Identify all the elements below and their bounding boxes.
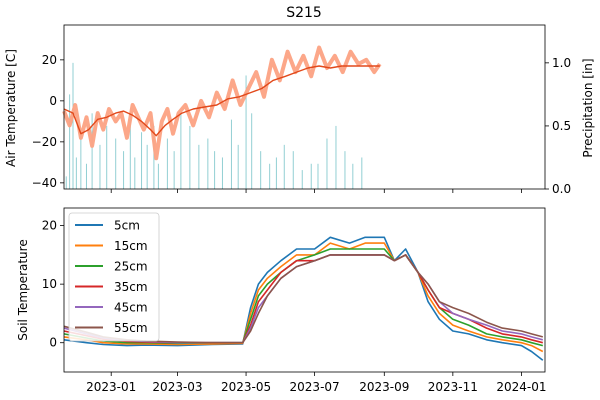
- top-axes-frame: [63, 24, 546, 190]
- ytick-label: 20: [42, 219, 57, 233]
- xtick-label: 2023-05: [221, 380, 271, 394]
- chart-title: S215: [286, 5, 322, 21]
- ytick-label: 10: [42, 277, 57, 291]
- legend-label: 55cm: [114, 321, 148, 335]
- ytick-label: 0.0: [552, 182, 571, 196]
- ytick-label: −20: [32, 135, 57, 149]
- xtick-label: 2023-03: [152, 380, 202, 394]
- xtick-label: 2023-01: [86, 380, 136, 394]
- ytick-label: 0: [49, 336, 57, 350]
- date-xticks: 2023-01 2023-03 2023-05 2023-07 2023-09 2023-…: [86, 372, 546, 394]
- soil-temp-yticks: 0 10 20: [42, 219, 64, 350]
- air-temperature-raw-line: [62, 45, 382, 161]
- air-temperature-smoothed-line: [63, 65, 380, 137]
- ytick-label: 1.0: [552, 56, 571, 70]
- legend-label: 5cm: [114, 219, 140, 233]
- air-temp-ylabel: Air Temperature [C]: [4, 49, 18, 167]
- soil-temp-ylabel: Soil Temperature: [16, 239, 30, 340]
- legend-label: 15cm: [114, 239, 148, 253]
- air-temp-yticks: −40 −20 0 20: [32, 53, 64, 190]
- soil-temperature-plot-area: [63, 236, 544, 361]
- legend-label: 35cm: [114, 280, 148, 294]
- legend-label: 25cm: [114, 260, 148, 274]
- xtick-label: 2024-01: [496, 380, 546, 394]
- bottom-axes-frame: [63, 207, 546, 373]
- xtick-label: 2023-07: [290, 380, 340, 394]
- soil-depth-legend: 5cm 15cm 25cm 35cm 45cm 55cm: [68, 212, 160, 342]
- precip-yticks: 0.0 0.5 1.0: [545, 56, 571, 196]
- soil-55cm-line: [63, 254, 544, 344]
- air-temperature-plot-area: [62, 45, 382, 189]
- precip-ylabel: Precipitation [in]: [581, 58, 595, 157]
- legend-label: 45cm: [114, 301, 148, 315]
- ytick-label: 0: [49, 94, 57, 108]
- ytick-label: 20: [42, 53, 57, 67]
- soil-15cm-line: [63, 242, 544, 353]
- soil-5cm-line: [63, 236, 544, 361]
- xtick-label: 2023-11: [428, 380, 478, 394]
- ytick-label: 0.5: [552, 119, 571, 133]
- xtick-label: 2023-09: [359, 380, 409, 394]
- top-xticks: [110, 189, 522, 193]
- ytick-label: −40: [32, 176, 57, 190]
- air-temperature-panel: S215 Air Temperature [C] Precipitation […: [4, 5, 595, 196]
